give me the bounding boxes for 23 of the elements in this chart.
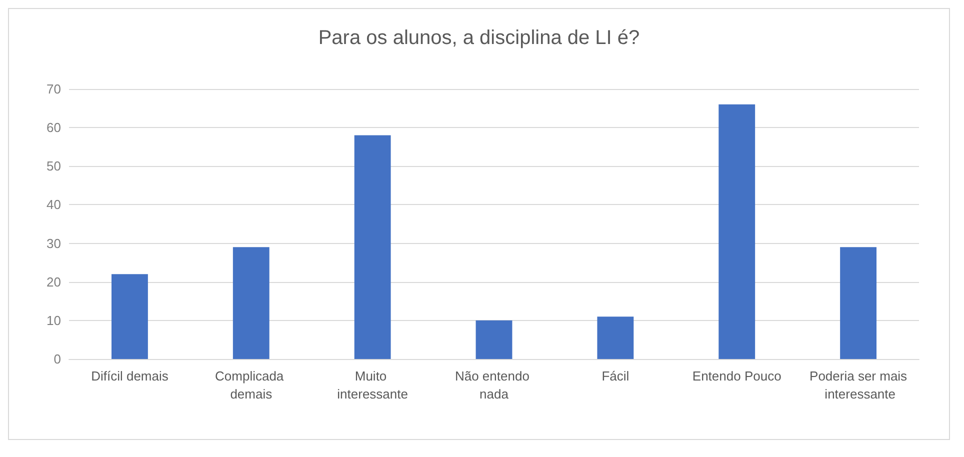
y-tick-label: 30 xyxy=(46,236,61,251)
bar xyxy=(840,247,876,359)
y-tick-label: 70 xyxy=(46,82,61,96)
x-tick-label: Muito interessante xyxy=(337,368,408,402)
y-tick-label: 50 xyxy=(46,158,61,174)
bar xyxy=(597,316,634,359)
chart-title: Para os alunos, a disciplina de LI é? xyxy=(318,27,640,49)
y-tick-label: 0 xyxy=(54,352,61,366)
x-tick-label: Poderia ser mais interessante xyxy=(810,368,908,402)
y-tick-label: 60 xyxy=(46,120,61,136)
x-tick-label: Fácil xyxy=(602,368,630,384)
y-tick-label: 40 xyxy=(46,197,61,212)
x-tick-label: Complicada demais xyxy=(215,368,288,402)
y-tick-label: 10 xyxy=(46,312,61,328)
bar xyxy=(232,247,270,359)
bar xyxy=(354,135,391,359)
x-tick-label: Não entendo nada xyxy=(454,368,534,402)
bar xyxy=(112,274,148,359)
bar xyxy=(718,104,756,359)
x-tick-label: Difícil demais xyxy=(91,368,169,384)
bar xyxy=(476,320,512,359)
x-tick-label: Entendo Pouco xyxy=(692,368,782,384)
y-tick-label: 20 xyxy=(46,274,61,290)
